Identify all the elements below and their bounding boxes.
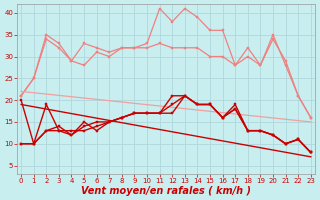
X-axis label: Vent moyen/en rafales ( km/h ): Vent moyen/en rafales ( km/h ): [81, 186, 251, 196]
